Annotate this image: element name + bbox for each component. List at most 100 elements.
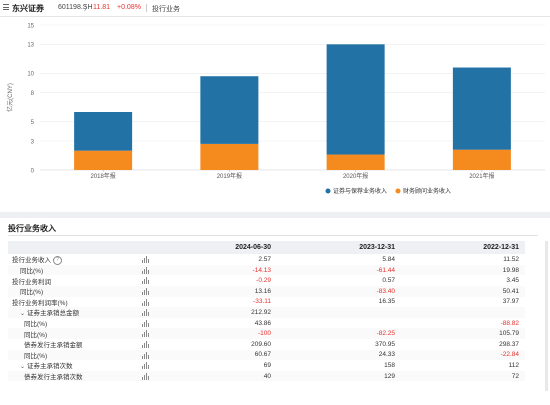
table-row: 投行业务利润率(%) -33.11 16.35 37.97 xyxy=(8,297,525,308)
divider xyxy=(146,4,147,12)
chevron-right-icon[interactable]: 〉 xyxy=(84,5,91,12)
row-label-text: 债券发行主承销次数 xyxy=(24,374,83,382)
mini-chart-icon[interactable] xyxy=(142,309,150,317)
stock-change-pct: +0.08% xyxy=(117,4,141,11)
bar-underwriting xyxy=(452,67,511,150)
row-label: ⌄ 证券主承销次数 xyxy=(8,360,153,371)
table-row: ⌄ 证券主承销次数 69 158 112 xyxy=(8,360,525,371)
table-header-row: 2024-06-30 2023-12-31 2022-12-31 xyxy=(8,241,525,254)
row-label: 同比(%) xyxy=(8,264,153,276)
y-tick-label: 0 xyxy=(31,168,35,174)
table-cell: 0.57 xyxy=(382,277,395,285)
row-label: 同比(%) xyxy=(8,285,153,297)
row-label-text: 同比(%) xyxy=(24,331,48,339)
legend-label: 证券与保荐业务收入 xyxy=(333,187,387,195)
bar-advisory xyxy=(452,149,511,170)
bar-advisory xyxy=(200,143,259,170)
mini-chart-icon[interactable] xyxy=(142,277,150,285)
row-label: 债券发行主承销次数 xyxy=(8,370,153,382)
x-tick-label: 2020年报 xyxy=(343,172,368,180)
table-cell: 16.35 xyxy=(378,298,395,306)
table-cell: 209.60 xyxy=(251,340,271,348)
y-tick-label: 3 xyxy=(31,139,35,145)
x-tick-label: 2019年报 xyxy=(217,172,242,180)
row-label: 债券发行主承销金额 xyxy=(8,339,153,350)
x-tick-label: 2021年报 xyxy=(469,172,494,180)
bar-underwriting xyxy=(74,112,133,151)
table-cell xyxy=(277,307,401,318)
mini-chart-icon[interactable] xyxy=(142,256,150,263)
row-label: 同比(%) xyxy=(8,349,153,361)
legend-marker xyxy=(395,188,401,194)
table-cell: 43.86 xyxy=(254,319,271,327)
legend-marker xyxy=(325,188,331,194)
y-tick-label: 15 xyxy=(27,23,34,29)
help-icon[interactable]: ? xyxy=(53,255,62,265)
row-label: ⌄ 证券主承销总金额 xyxy=(8,307,153,318)
section-title: 投行业务收入 xyxy=(8,224,56,233)
mini-chart-icon[interactable] xyxy=(142,330,150,338)
mini-chart-icon[interactable] xyxy=(142,372,150,380)
row-label: 投行业务利润 xyxy=(8,275,153,286)
mini-chart-icon[interactable] xyxy=(142,298,150,306)
row-label-text: 投行业务利润率(%) xyxy=(12,299,68,307)
table-row: 同比(%) 60.67 24.33 -22.84 xyxy=(8,349,525,361)
header-label-cell xyxy=(8,241,153,254)
row-label-text: 证券主承销次数 xyxy=(27,363,73,371)
row-label-text: 同比(%) xyxy=(24,352,48,360)
mini-chart-icon[interactable] xyxy=(142,266,150,274)
table-row: 同比(%) -100 -82.25 105.79 xyxy=(8,328,525,339)
menu-icon[interactable] xyxy=(3,4,9,10)
table-cell: 370.95 xyxy=(375,340,395,348)
stock-name[interactable]: 东兴证券 xyxy=(12,4,44,13)
table-cell: -83.40 xyxy=(277,285,401,297)
table-row: 同比(%) 13.16 -83.40 50.41 xyxy=(8,285,525,297)
table-cell: 11.52 xyxy=(503,255,519,263)
legend-label: 财务顾问业务收入 xyxy=(403,187,451,195)
table-cell: 24.33 xyxy=(277,349,401,361)
row-label-text: 同比(%) xyxy=(20,268,44,276)
mini-chart-icon[interactable] xyxy=(142,351,150,359)
bar-advisory xyxy=(326,154,385,170)
mini-chart-icon[interactable] xyxy=(142,340,150,348)
table-cell: 40 xyxy=(153,370,277,382)
column-header[interactable]: 2023-12-31 xyxy=(277,241,401,254)
table-cell: 5.84 xyxy=(382,255,395,263)
mini-chart-icon[interactable] xyxy=(142,319,150,327)
table-cell: 212.92 xyxy=(153,307,277,318)
table-cell: 13.16 xyxy=(153,285,277,297)
mini-chart-icon[interactable] xyxy=(142,287,150,295)
table-row: 债券发行主承销次数 40 129 72 xyxy=(8,370,525,382)
table-cell: 105.79 xyxy=(401,328,525,339)
collapse-toggle-icon[interactable]: ⌄ xyxy=(20,311,26,318)
column-header[interactable]: 2022-12-31 xyxy=(401,241,525,254)
row-label: 投行业务利润率(%) xyxy=(8,297,153,308)
scrollbar[interactable] xyxy=(545,241,548,391)
row-label-text: 证券主承销总金额 xyxy=(27,310,80,318)
bar-advisory xyxy=(74,150,133,170)
table-cell: 112 xyxy=(508,361,519,369)
table-cell: -14.13 xyxy=(153,264,277,276)
table-cell: 19.98 xyxy=(401,264,525,276)
table-cell: 298.37 xyxy=(499,340,519,348)
mini-chart-icon[interactable] xyxy=(142,362,150,370)
table-cell: 2.57 xyxy=(258,255,271,263)
table-cell: -22.84 xyxy=(401,349,525,361)
row-label: 同比(%) xyxy=(8,318,153,329)
row-label-text: 债券发行主承销金额 xyxy=(24,342,83,350)
row-label: 投行业务收入? xyxy=(8,254,153,265)
stock-code: 601198.SH xyxy=(58,4,93,11)
table-cell: -61.44 xyxy=(277,264,401,276)
breadcrumb[interactable]: 投行业务 xyxy=(152,6,180,13)
column-header[interactable]: 2024-06-30 xyxy=(153,241,277,254)
table-cell: -33.11 xyxy=(253,298,271,306)
revenue-bar-chart: 0 3 5 8 10 13 15 亿元(CNY) 2018年报 2019年报 2020年报 2021年… xyxy=(6,23,545,195)
section-underline xyxy=(8,235,538,236)
table-cell: 129 xyxy=(277,370,401,382)
row-label-text: 同比(%) xyxy=(24,321,48,329)
table-cell: -100 xyxy=(153,328,277,339)
collapse-toggle-icon[interactable]: ⌄ xyxy=(20,364,26,371)
table-cell: 69 xyxy=(263,361,271,369)
bar-underwriting xyxy=(200,76,259,144)
table-cell: 37.97 xyxy=(502,298,519,306)
